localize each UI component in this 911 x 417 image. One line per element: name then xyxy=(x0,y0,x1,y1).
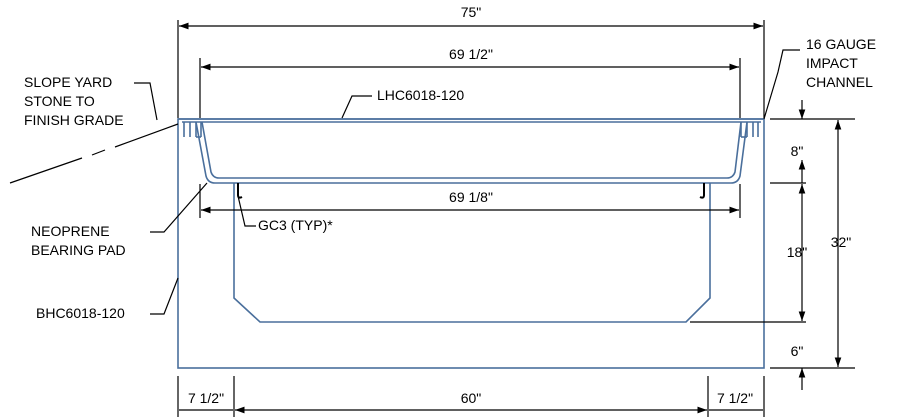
grade-slope-line-1 xyxy=(9,157,83,184)
callout-impact-line2: IMPACT xyxy=(806,55,858,71)
base-unit-outline xyxy=(177,118,765,369)
label-left-wall: 7 1/2" xyxy=(188,390,224,406)
label-inner-lower-width: 69 1/8" xyxy=(449,189,493,205)
leader-base xyxy=(150,277,179,315)
callout-pad-line1: NEOPRENE xyxy=(31,223,110,239)
leader-pad xyxy=(150,182,208,233)
label-overall-width: 75" xyxy=(461,4,482,20)
label-upper-height: 8" xyxy=(791,143,804,159)
leader-clip xyxy=(237,195,256,227)
leader-impact-channel xyxy=(763,49,800,120)
callout-clip: GC3 (TYP)* xyxy=(258,217,333,233)
extension-lines xyxy=(177,20,855,417)
label-total-height: 32" xyxy=(831,234,852,250)
label-channel-width: 60" xyxy=(461,390,482,406)
callout-slope-line2: STONE TO xyxy=(24,93,95,109)
callout-pad-line2: BEARING PAD xyxy=(31,242,126,258)
label-base-height: 6" xyxy=(791,343,804,359)
lid-unit-outline xyxy=(178,118,764,184)
leader-lid xyxy=(341,95,372,119)
callout-slope-line3: FINISH GRADE xyxy=(24,112,124,128)
callout-lid-part: LHC6018-120 xyxy=(377,87,464,103)
callout-impact-line3: CHANNEL xyxy=(806,74,873,90)
leader-slope xyxy=(134,82,158,121)
callout-slope-line1: SLOPE YARD xyxy=(24,74,112,90)
label-inner-top-width: 69 1/2" xyxy=(449,46,493,62)
grade-slope-line-3 xyxy=(114,123,179,148)
grade-slope-line-2 xyxy=(91,149,106,156)
label-middle-height: 18" xyxy=(787,244,808,260)
base-channel-outline xyxy=(233,183,711,323)
label-right-wall: 7 1/2" xyxy=(717,390,753,406)
callout-base-part: BHC6018-120 xyxy=(36,305,125,321)
callout-impact-line1: 16 GAUGE xyxy=(806,36,876,52)
